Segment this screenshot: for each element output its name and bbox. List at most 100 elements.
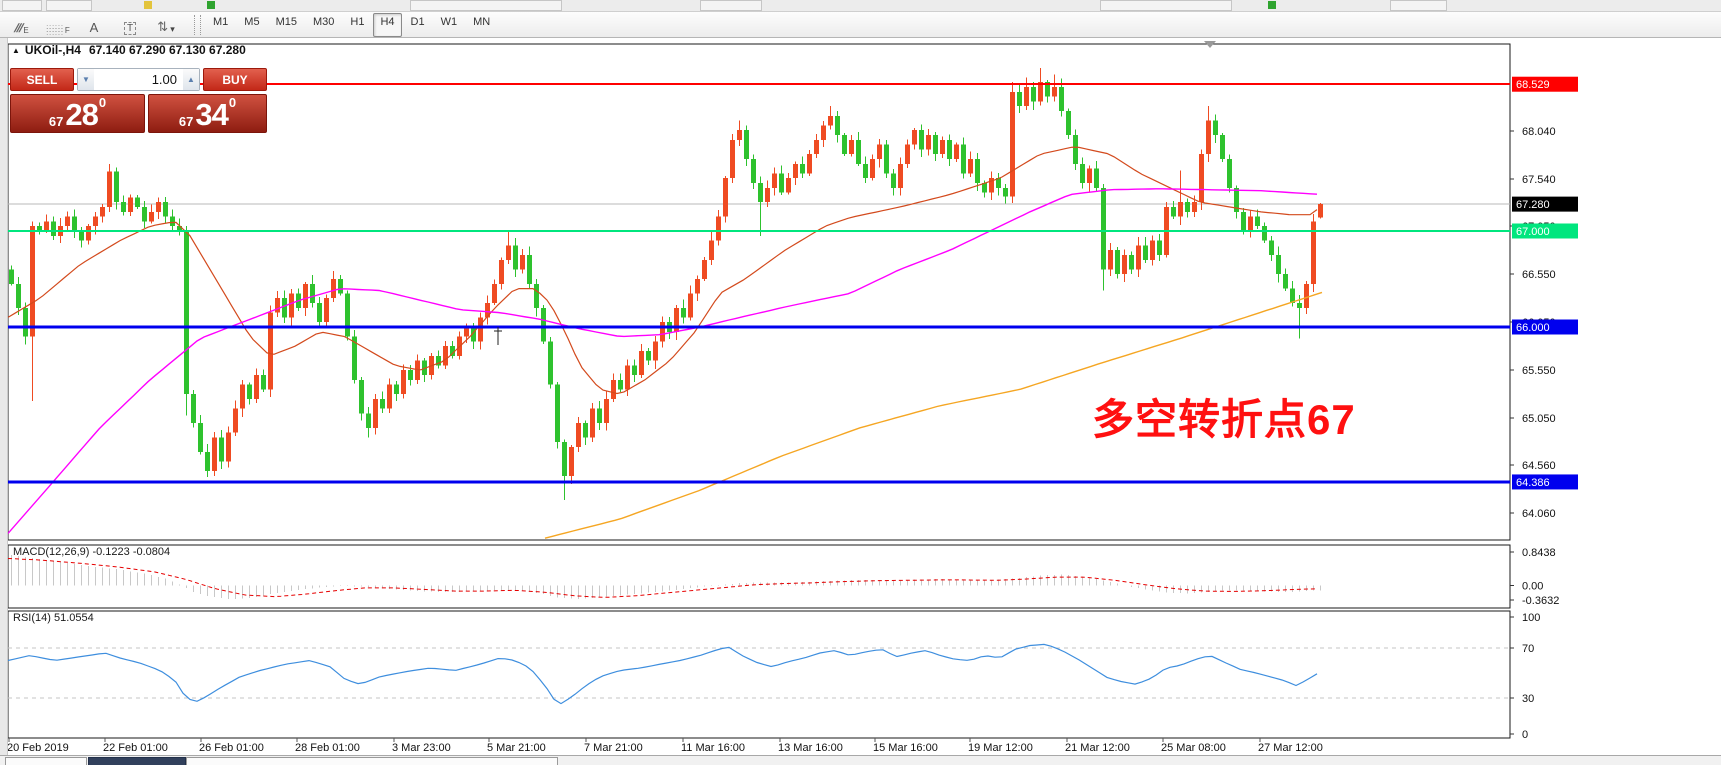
- x-axis-label: 3 Mar 23:00: [392, 742, 451, 754]
- rsi-indicator-label: RSI(14) 51.0554: [13, 612, 94, 624]
- elliott-tool-button[interactable]: /// E: [6, 13, 38, 36]
- x-axis-label: 20 Feb 2019: [7, 742, 69, 754]
- symbol-period-label: UKOil-,H4: [24, 43, 81, 57]
- toolbar-remnant-button[interactable]: [700, 0, 762, 11]
- text-label-tool-button[interactable]: A: [78, 13, 110, 36]
- macd-tick-label: 0.00: [1522, 581, 1543, 593]
- toolbar-remnant-button[interactable]: [1390, 0, 1447, 11]
- price-tick-label: 65.550: [1522, 365, 1556, 377]
- toolbar-remnant-green-icon: [1268, 1, 1276, 9]
- buy-price-pips: 34: [195, 97, 228, 132]
- price-tick-label: 66.550: [1522, 269, 1556, 281]
- left-window-gutter: [0, 37, 8, 765]
- price-badge-label: 64.386: [1516, 477, 1550, 489]
- macd-pane: [7, 544, 1511, 609]
- buy-button[interactable]: BUY: [203, 68, 267, 91]
- collapse-icon[interactable]: ▲: [12, 46, 20, 55]
- tab-timeframe-h1[interactable]: H1: [350, 15, 365, 28]
- chevron-down-icon: ▾: [170, 24, 175, 34]
- x-axis-label: 22 Feb 01:00: [103, 742, 168, 754]
- price-badge-label: 66.000: [1516, 322, 1550, 334]
- price-badge: [1512, 76, 1578, 92]
- x-axis-label: 11 Mar 16:00: [681, 742, 745, 754]
- toolbar-remnant-yellow-icon: [144, 1, 152, 9]
- x-axis-label: 15 Mar 16:00: [873, 742, 938, 754]
- arrows-tool-button[interactable]: ⇅ ▾: [150, 13, 182, 36]
- x-axis-label: 13 Mar 16:00: [778, 742, 843, 754]
- toolbar-remnant-dropdown[interactable]: [410, 0, 562, 11]
- x-axis-label: 25 Mar 08:00: [1161, 742, 1226, 754]
- tab-timeframe-m30[interactable]: M30: [312, 15, 335, 28]
- text-box-tool-button[interactable]: T: [114, 13, 146, 36]
- volume-decrease-button[interactable]: ▼: [78, 69, 94, 90]
- toolbar-remnant-green-icon: [207, 1, 215, 9]
- price-tick-label: 68.040: [1522, 126, 1556, 138]
- bottom-tab[interactable]: [5, 757, 87, 765]
- macd-tick-label: 0.8438: [1522, 547, 1556, 559]
- tab-timeframe-m1[interactable]: M1: [213, 15, 229, 28]
- price-badge-label: 67.280: [1516, 199, 1550, 211]
- bottom-tab-active[interactable]: [88, 757, 186, 765]
- elliott-tool-sub: E: [23, 26, 29, 35]
- buy-price-point: 0: [228, 95, 237, 110]
- x-axis-label: 7 Mar 21:00: [584, 742, 643, 754]
- price-tick-label: 65.050: [1522, 413, 1556, 425]
- price-tick-label: 67.540: [1522, 174, 1556, 186]
- price-badge-label: 67.000: [1516, 226, 1550, 238]
- x-axis-label: 19 Mar 12:00: [968, 742, 1033, 754]
- tab-timeframe-m5[interactable]: M5: [244, 15, 260, 28]
- price-badge: [1512, 196, 1578, 212]
- volume-increase-button[interactable]: ▲: [183, 69, 199, 90]
- bottom-tab-strip: [0, 755, 1721, 765]
- tab-timeframe-d1[interactable]: D1: [410, 15, 425, 28]
- sell-price-pips: 28: [65, 97, 98, 132]
- tab-timeframe-m15[interactable]: M15: [275, 15, 297, 28]
- price-tick-label: 64.060: [1522, 508, 1556, 520]
- price-badge: [1512, 474, 1578, 490]
- x-axis-label: 28 Feb 01:00: [295, 742, 360, 754]
- x-axis-label: 5 Mar 21:00: [487, 742, 546, 754]
- tab-timeframe-w1[interactable]: W1: [440, 15, 458, 28]
- toolbar-remnant-button[interactable]: [1100, 0, 1232, 11]
- volume-stepper: ▼ ▲: [77, 68, 200, 91]
- macd-signal-line: [7, 558, 1318, 598]
- rsi-tick-label: 0: [1522, 729, 1528, 741]
- text-label-icon: A: [89, 20, 99, 35]
- rsi-tick-label: 100: [1522, 612, 1540, 624]
- chart-header: ▲ UKOil-,H4 67.140 67.290 67.130 67.280: [12, 43, 246, 57]
- tab-timeframe-mn[interactable]: MN: [473, 15, 491, 28]
- x-axis-label: 21 Mar 12:00: [1065, 742, 1130, 754]
- macd-tick-label: -0.3632: [1522, 595, 1559, 607]
- macd-indicator-label: MACD(12,26,9) -0.1223 -0.0804: [13, 546, 171, 558]
- chart-shift-marker: [1204, 41, 1216, 48]
- price-badge: [1512, 223, 1578, 239]
- toolbar-remnant-button[interactable]: [2, 0, 42, 11]
- text-box-icon: T: [123, 22, 137, 35]
- buy-price-major: 67: [178, 114, 194, 129]
- toolbar-remnant-button[interactable]: [46, 0, 92, 11]
- ma-slow-line: [544, 291, 1323, 539]
- chart-toolbar: /// E :::::::::::::::::: F A T ⇅ ▾ M1 M5…: [0, 12, 1721, 38]
- tab-timeframe-h4[interactable]: H4: [373, 12, 402, 37]
- top-toolbar-remnant: [0, 0, 1721, 12]
- toolbar-separator: [194, 14, 201, 35]
- sell-price-point: 0: [98, 95, 107, 110]
- ma-fast-line: [7, 146, 1318, 395]
- sell-price-button[interactable]: 67 28 0: [10, 94, 145, 133]
- rsi-tick-label: 70: [1522, 643, 1534, 655]
- chart-text-annotation: 多空转折点67: [1092, 396, 1356, 443]
- price-badge-label: 68.529: [1516, 79, 1550, 91]
- x-axis-label: 26 Feb 01:00: [199, 742, 264, 754]
- bottom-tab[interactable]: [186, 757, 558, 765]
- sell-button[interactable]: SELL: [10, 68, 74, 91]
- buy-price-button[interactable]: 67 34 0: [147, 94, 267, 133]
- x-axis-label: 27 Mar 12:00: [1258, 742, 1323, 754]
- fibonacci-grid-tool-button[interactable]: :::::::::::::::::: F: [42, 13, 74, 37]
- grid-tool-sub: F: [64, 26, 70, 35]
- volume-input[interactable]: [94, 69, 183, 90]
- price-badge: [1512, 319, 1578, 335]
- one-click-trading-panel: SELL ▼ ▲ BUY 67 28 0 67 34 0: [10, 68, 267, 133]
- rsi-tick-label: 30: [1522, 693, 1534, 705]
